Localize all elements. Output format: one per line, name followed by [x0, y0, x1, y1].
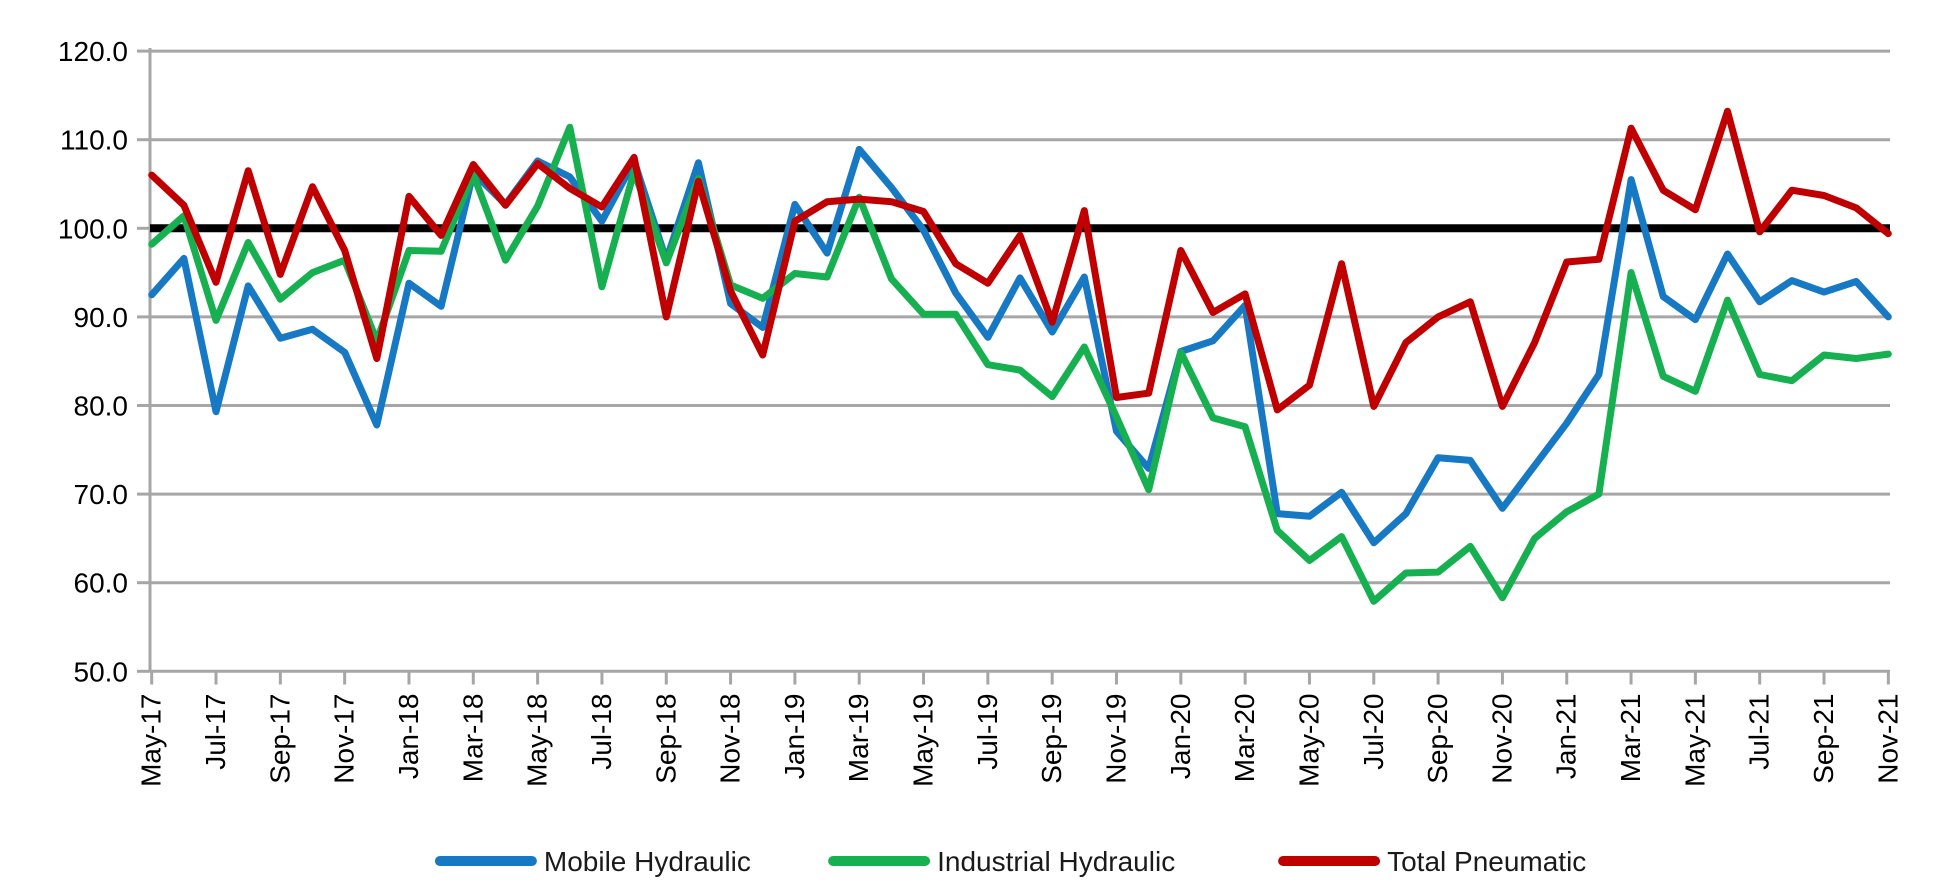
- x-axis-label: Jul-21: [1744, 694, 1775, 770]
- chart-legend: Mobile Hydraulic Industrial Hydraulic Tota…: [434, 846, 1586, 877]
- x-axis-label: Jan-18: [393, 694, 424, 780]
- y-axis-label: 60.0: [74, 568, 129, 599]
- x-axis-label: Mar-19: [843, 694, 874, 783]
- x-axis-label: Sep-18: [650, 694, 681, 784]
- x-axis-label: Jan-21: [1551, 694, 1582, 780]
- x-axis-label: May-19: [908, 694, 939, 787]
- x-axis-label: Mar-18: [457, 694, 488, 783]
- x-axis-label: Nov-17: [329, 694, 360, 784]
- x-axis-label: Jul-20: [1358, 694, 1389, 770]
- x-axis-label: May-21: [1679, 694, 1710, 787]
- y-axis-label: 110.0: [60, 125, 128, 156]
- x-axis-label: Mar-21: [1615, 694, 1646, 783]
- series-line-total-pneumatic: [148, 107, 1892, 414]
- x-axis-label: May-20: [1293, 694, 1324, 787]
- x-axis-label: Nov-18: [715, 694, 746, 784]
- x-axis-label: Jul-19: [972, 694, 1003, 770]
- x-axis-label: Jul-18: [586, 694, 617, 770]
- y-axis-label: 50.0: [74, 656, 129, 687]
- y-axis-label: 70.0: [74, 479, 129, 510]
- y-axis-label: 90.0: [74, 302, 129, 333]
- x-axis-label: May-17: [136, 694, 167, 787]
- x-axis-label: Jan-20: [1165, 694, 1196, 780]
- x-axis-label: Sep-19: [1036, 694, 1067, 784]
- legend-label-mobile-hydraulic: Mobile Hydraulic: [544, 846, 751, 877]
- legend-label-industrial-hydraulic: Industrial Hydraulic: [937, 846, 1175, 877]
- x-axis-label: Sep-17: [264, 694, 295, 784]
- x-axis-label: May-18: [522, 694, 553, 787]
- y-axis-label: 80.0: [74, 391, 129, 422]
- y-axis-label: 120.0: [58, 36, 128, 67]
- x-axis-label: Nov-21: [1872, 694, 1903, 784]
- y-axis-label: 100.0: [58, 213, 128, 244]
- series-line-mobile-hydraulic: [148, 145, 1892, 547]
- legend-label-total-pneumatic: Total Pneumatic: [1387, 846, 1586, 877]
- x-axis-label: Sep-21: [1808, 694, 1839, 784]
- series-line-industrial-hydraulic: [148, 123, 1892, 605]
- x-axis-label: Jan-19: [779, 694, 810, 780]
- x-axis-label: Nov-19: [1101, 694, 1132, 784]
- x-axis-label: Sep-20: [1422, 694, 1453, 784]
- x-axis-label: Jul-17: [200, 694, 231, 770]
- x-axis-label: Mar-20: [1229, 694, 1260, 783]
- x-axis-label: Nov-20: [1486, 694, 1517, 784]
